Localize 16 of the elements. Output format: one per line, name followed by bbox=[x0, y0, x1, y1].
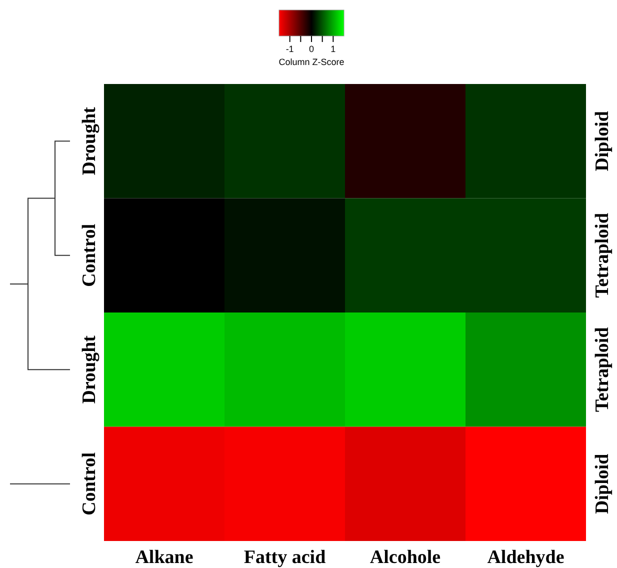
y-tick-label: Control bbox=[79, 224, 100, 287]
color-bar-label: 1 bbox=[330, 44, 336, 54]
y2-tick-label: Diploid bbox=[592, 453, 613, 514]
y-tick-label: Drought bbox=[79, 106, 100, 176]
y2-tick-label: Diploid bbox=[592, 110, 613, 172]
y-tick-label: Control bbox=[79, 452, 100, 516]
y2-tick-label: Tetraploid bbox=[592, 212, 613, 298]
x-tick-label: Alcohole bbox=[370, 547, 441, 568]
y2-tick-label: Tetraploid bbox=[592, 326, 613, 412]
x-tick-label: Alkane bbox=[135, 547, 194, 568]
x-tick-label: Aldehyde bbox=[487, 547, 564, 568]
color-bar-label: 0 bbox=[308, 44, 314, 54]
x-tick-label: Fatty acid bbox=[244, 547, 326, 568]
color-bar-label: -1 bbox=[286, 44, 294, 54]
color-bar-title: Column Z-Score bbox=[278, 57, 344, 67]
y-tick-label: Drought bbox=[79, 334, 100, 404]
